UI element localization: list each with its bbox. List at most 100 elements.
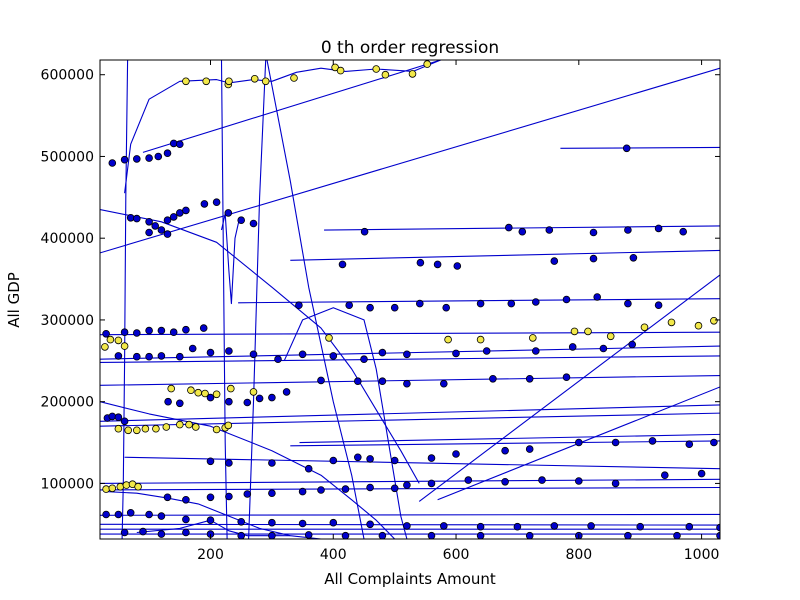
- data-point-blue: [139, 527, 147, 536]
- data-point-blue: [225, 492, 233, 501]
- data-point-blue: [329, 456, 338, 465]
- data-point-blue: [366, 303, 374, 312]
- data-point-blue: [298, 487, 307, 496]
- data-point-blue: [304, 531, 313, 539]
- data-point-blue: [360, 355, 368, 364]
- data-point-blue: [268, 489, 276, 498]
- data-point-blue: [624, 226, 632, 234]
- data-point-blue: [102, 510, 110, 519]
- data-point-blue: [353, 453, 362, 462]
- data-point-yellow: [116, 482, 125, 491]
- y-tick-label: 300000: [41, 313, 94, 329]
- data-point-blue: [329, 352, 338, 360]
- data-point-yellow: [141, 424, 150, 433]
- data-point-blue: [237, 216, 246, 225]
- data-point-blue: [442, 303, 451, 312]
- data-point-yellow: [152, 424, 160, 433]
- data-point-blue: [464, 476, 473, 484]
- data-point-blue: [102, 329, 110, 338]
- data-point-yellow: [381, 70, 390, 79]
- data-point-yellow: [640, 323, 649, 332]
- data-point-yellow: [290, 74, 298, 82]
- data-point-blue: [108, 159, 117, 167]
- data-point-yellow: [185, 420, 193, 429]
- data-point-blue: [390, 484, 399, 493]
- data-point-yellow: [108, 484, 117, 493]
- regression-curve: [220, 60, 228, 539]
- data-point-blue: [120, 328, 129, 337]
- data-point-blue: [145, 352, 153, 361]
- data-point-yellow: [336, 66, 345, 75]
- data-point-blue: [212, 198, 221, 207]
- data-point-blue: [589, 254, 598, 263]
- data-point-blue: [518, 227, 527, 236]
- data-point-yellow: [114, 336, 123, 345]
- x-tick-label: 800: [565, 547, 592, 563]
- y-tick-label: 100000: [41, 476, 94, 492]
- data-point-blue: [329, 518, 338, 527]
- regression-line: [299, 433, 720, 444]
- x-tick-label: 200: [197, 547, 224, 563]
- regression-line: [100, 412, 720, 427]
- data-point-blue: [157, 352, 166, 360]
- data-point-yellow: [444, 335, 452, 344]
- data-point-blue: [415, 299, 424, 308]
- data-point-yellow: [694, 321, 703, 330]
- data-point-blue: [562, 373, 571, 382]
- data-point-yellow: [162, 423, 171, 431]
- data-point-blue: [163, 149, 172, 158]
- x-tick-label: 1000: [684, 547, 720, 563]
- data-point-blue: [476, 299, 485, 308]
- data-point-blue: [574, 438, 583, 447]
- data-point-yellow: [584, 327, 592, 336]
- x-tick-label: 400: [320, 547, 347, 563]
- plot-frame: [99, 59, 721, 540]
- data-point-blue: [433, 260, 442, 269]
- data-point-blue: [268, 393, 276, 402]
- data-point-blue: [120, 417, 129, 426]
- data-point-blue: [589, 228, 598, 237]
- regression-curve: [266, 60, 365, 539]
- data-point-blue: [268, 518, 276, 527]
- data-point-blue: [176, 399, 184, 408]
- data-point-blue: [145, 218, 153, 226]
- chart-title: 0 th order regression: [321, 38, 499, 58]
- data-point-blue: [427, 479, 436, 488]
- data-point-blue: [501, 477, 509, 486]
- data-point-yellow: [176, 420, 184, 429]
- data-point-yellow: [212, 425, 221, 434]
- data-point-blue: [182, 528, 190, 537]
- data-point-blue: [629, 253, 638, 262]
- regression-line: [560, 146, 720, 149]
- data-point-blue: [133, 329, 141, 337]
- data-point-blue: [304, 464, 313, 473]
- data-point-blue: [513, 522, 522, 531]
- data-point-blue: [403, 522, 411, 530]
- data-point-blue: [611, 438, 620, 447]
- data-point-blue: [710, 438, 718, 447]
- data-point-yellow: [250, 75, 259, 83]
- data-point-blue: [685, 522, 694, 531]
- data-point-blue: [611, 479, 620, 488]
- data-point-yellow: [120, 342, 129, 350]
- data-point-blue: [403, 379, 411, 388]
- data-point-blue: [249, 350, 258, 359]
- data-point-yellow: [134, 482, 142, 491]
- data-point-blue: [685, 440, 694, 449]
- y-axis-label: All GDP: [5, 272, 23, 328]
- data-point-blue: [237, 531, 245, 539]
- data-point-blue: [249, 219, 258, 228]
- data-point-blue: [176, 352, 184, 361]
- data-point-blue: [120, 155, 129, 164]
- data-point-blue: [295, 301, 303, 310]
- data-point-blue: [176, 140, 184, 149]
- data-point-blue: [416, 258, 425, 267]
- regression-line: [124, 456, 720, 470]
- data-point-blue: [268, 531, 276, 539]
- data-point-blue: [120, 528, 129, 537]
- data-point-blue: [255, 394, 264, 403]
- data-point-blue: [163, 493, 172, 502]
- data-point-blue: [403, 350, 411, 359]
- data-point-blue: [133, 214, 141, 223]
- data-point-blue: [199, 324, 208, 332]
